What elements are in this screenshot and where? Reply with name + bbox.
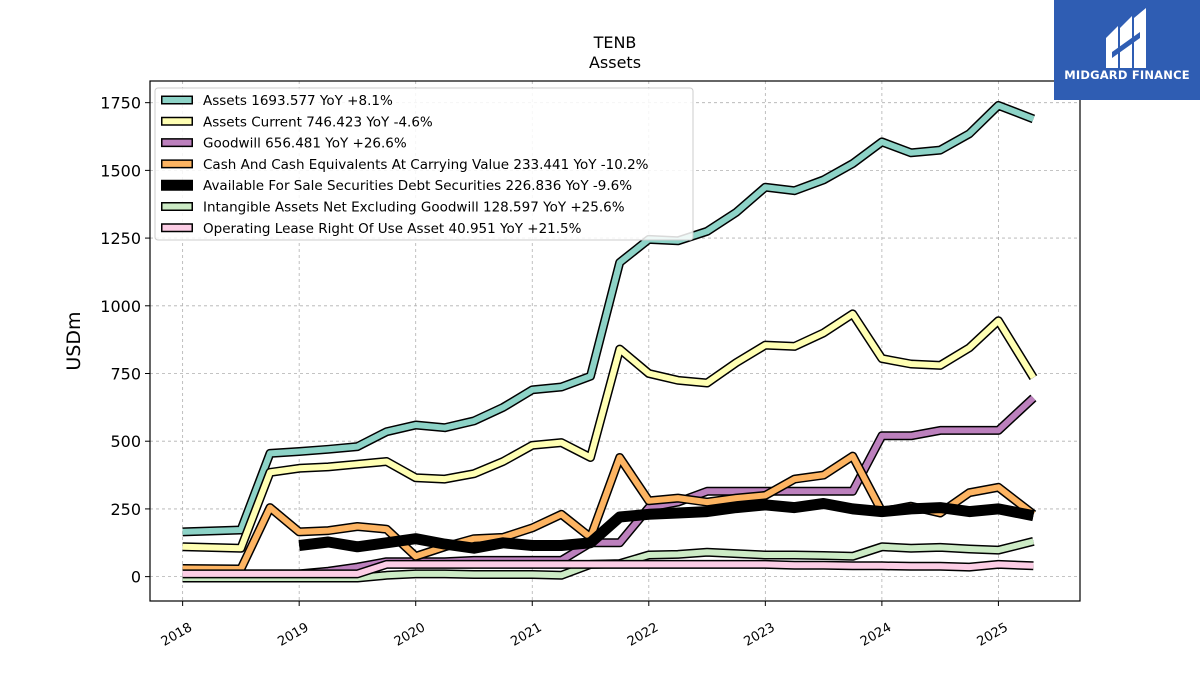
legend-entry: Operating Lease Right Of Use Asset 40.95… xyxy=(161,221,582,237)
chart-subtitle: Assets xyxy=(589,53,641,72)
y-tick-label: 500 xyxy=(110,432,141,451)
x-tick-label: 2025 xyxy=(975,620,1011,650)
legend-label: Operating Lease Right Of Use Asset 40.95… xyxy=(203,221,582,237)
series-layer xyxy=(182,100,1038,583)
logo-mark-icon xyxy=(1106,8,1146,68)
series-line xyxy=(182,395,1036,577)
y-tick-label: 0 xyxy=(131,568,141,587)
legend-label: Assets 1693.577 YoY +8.1% xyxy=(203,93,393,109)
x-tick-label: 2023 xyxy=(742,620,778,650)
y-tick-label: 750 xyxy=(110,365,141,384)
y-tick-label: 1500 xyxy=(100,161,141,180)
legend-label: Intangible Assets Net Excluding Goodwill… xyxy=(203,200,625,216)
legend-entry: Intangible Assets Net Excluding Goodwill… xyxy=(161,200,625,216)
x-tick-label: 2022 xyxy=(625,620,661,650)
legend-label: Goodwill 656.481 YoY +26.6% xyxy=(203,136,407,152)
legend-entry: Goodwill 656.481 YoY +26.6% xyxy=(161,136,407,152)
x-tick-label: 2024 xyxy=(858,620,894,650)
series-2 xyxy=(182,394,1037,579)
y-tick-label: 1750 xyxy=(100,94,141,113)
x-tick-label: 2019 xyxy=(275,620,311,650)
legend-entry: Assets 1693.577 YoY +8.1% xyxy=(161,93,393,109)
legend-label: Cash And Cash Equivalents At Carrying Va… xyxy=(203,157,649,173)
y-tick-label: 250 xyxy=(110,500,141,519)
legend-entry: Cash And Cash Equivalents At Carrying Va… xyxy=(161,157,649,173)
plot-frame xyxy=(149,80,1081,602)
midgard-finance-logo: MIDGARD FINANCE xyxy=(1054,0,1200,100)
series-4 xyxy=(298,498,1035,554)
series-line xyxy=(182,310,1036,552)
y-tick-label: 1000 xyxy=(100,297,141,316)
legend-entry: Assets Current 746.423 YoY -4.6% xyxy=(161,114,433,130)
x-tick-label: 2018 xyxy=(159,620,195,650)
legend-entry: Available For Sale Securities Debt Secur… xyxy=(161,178,632,194)
series-line xyxy=(182,102,1035,535)
y-tick-label: 1250 xyxy=(100,229,141,248)
series-0 xyxy=(182,100,1036,537)
legend-label: Assets Current 746.423 YoY -4.6% xyxy=(203,114,433,130)
series-line xyxy=(182,561,1034,577)
logo-name: MIDGARD FINANCE xyxy=(1064,68,1190,82)
series-1 xyxy=(182,309,1038,553)
chart-title: TENB xyxy=(593,33,637,52)
legend-label: Available For Sale Securities Debt Secur… xyxy=(203,178,632,194)
series-6 xyxy=(182,559,1034,579)
legend: Assets 1693.577 YoY +8.1% Assets Current … xyxy=(154,87,694,241)
x-tick-label: 2021 xyxy=(508,620,544,650)
x-tick-label: 2020 xyxy=(392,620,428,650)
series-line xyxy=(298,499,1035,553)
y-axis-label: USDm xyxy=(63,311,85,370)
legend-box xyxy=(154,87,694,241)
